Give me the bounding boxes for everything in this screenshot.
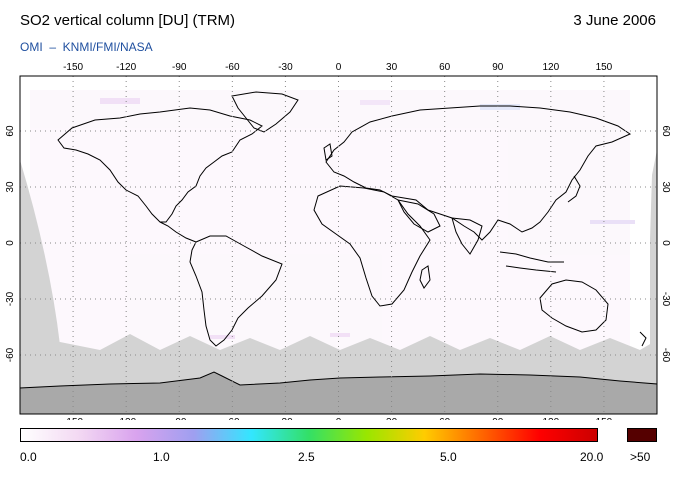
map-frame	[19, 75, 658, 415]
australia-outline	[539, 279, 609, 333]
longitude-tick-label: 30	[386, 417, 398, 420]
longitude-tick-label: 0	[336, 62, 342, 73]
so2-noise-layer	[30, 90, 635, 350]
longitude-tick-label: 150	[596, 62, 613, 73]
longitude-tick-label: 60	[439, 62, 451, 73]
longitude-tick-label: -90	[172, 62, 187, 73]
colorbar-label-5: >50	[630, 450, 651, 464]
longitude-labels-bottom: -150 -120 -90 -60 -30 0 30 60 90 120 150	[63, 417, 613, 420]
longitude-labels-top: -150 -120 -90 -60 -30 0 30 60 90 120 150	[63, 62, 613, 73]
antarctica	[19, 371, 658, 415]
eurasia-outline	[325, 105, 632, 241]
colorbar-label-4: 20.0	[580, 450, 604, 464]
longitude-tick-label: -120	[116, 62, 136, 73]
africa-outline	[313, 185, 431, 307]
longitude-tick-label: -120	[116, 417, 136, 420]
japan-outline	[567, 175, 581, 203]
colorbar-label-1: 1.0	[153, 450, 170, 464]
longitude-tick-label: 120	[542, 62, 559, 73]
south-america-outline	[189, 235, 283, 347]
india-outline	[451, 217, 483, 255]
indonesia-outline	[499, 251, 564, 273]
longitude-tick-label: -90	[172, 417, 187, 420]
coastlines	[57, 91, 647, 347]
latitude-tick-label: 0	[660, 240, 671, 246]
greenland-outline	[231, 91, 299, 133]
map-credit: OMI – KNMI/FMI/NASA	[20, 40, 153, 54]
central-america-outline	[159, 221, 197, 243]
new-zealand-outline	[639, 331, 647, 347]
latitude-tick-label: -60	[660, 348, 671, 363]
colorbar-overflow-swatch	[627, 428, 657, 442]
north-america-outline	[57, 107, 263, 223]
latitude-labels-right: 60 30 0 -30 -60	[660, 125, 671, 362]
colorbar-label-0: 0.0	[20, 450, 37, 464]
latitude-tick-label: 60	[660, 125, 671, 137]
longitude-tick-label: -150	[63, 62, 83, 73]
latitude-tick-label: -60	[5, 347, 16, 362]
longitude-tick-label: 30	[386, 62, 398, 73]
longitude-tick-label: 0	[336, 417, 342, 420]
latitude-tick-label: 60	[5, 125, 16, 137]
colorbar	[20, 428, 598, 442]
longitude-tick-label: -60	[225, 417, 240, 420]
colorbar-label-3: 5.0	[440, 450, 457, 464]
longitude-tick-label: -30	[278, 417, 293, 420]
latitude-tick-label: 30	[5, 181, 16, 193]
map-title: SO2 vertical column [DU] (TRM)	[20, 12, 236, 29]
colorbar-label-2: 2.5	[298, 450, 315, 464]
arabia-outline	[397, 199, 441, 233]
longitude-tick-label: -150	[63, 417, 83, 420]
longitude-tick-label: -60	[225, 62, 240, 73]
latitude-tick-label: 0	[5, 240, 16, 246]
latitude-tick-label: -30	[5, 291, 16, 306]
latitude-tick-label: 30	[660, 181, 671, 193]
longitude-tick-label: 150	[596, 417, 613, 420]
madagascar-outline	[419, 265, 431, 289]
longitude-tick-label: 90	[492, 417, 504, 420]
british-isles-outline	[323, 143, 333, 161]
map-date: 3 June 2006	[573, 12, 656, 29]
longitude-tick-label: 60	[439, 417, 451, 420]
longitude-tick-label: 120	[542, 417, 559, 420]
no-data-gap-west	[20, 160, 60, 352]
no-data-gap-east	[650, 150, 657, 345]
graticule	[20, 76, 657, 414]
longitude-tick-label: -30	[278, 62, 293, 73]
latitude-labels-left: 60 30 0 -30 -60	[5, 125, 16, 362]
latitude-tick-label: -30	[660, 292, 671, 307]
longitude-tick-label: 90	[492, 62, 504, 73]
